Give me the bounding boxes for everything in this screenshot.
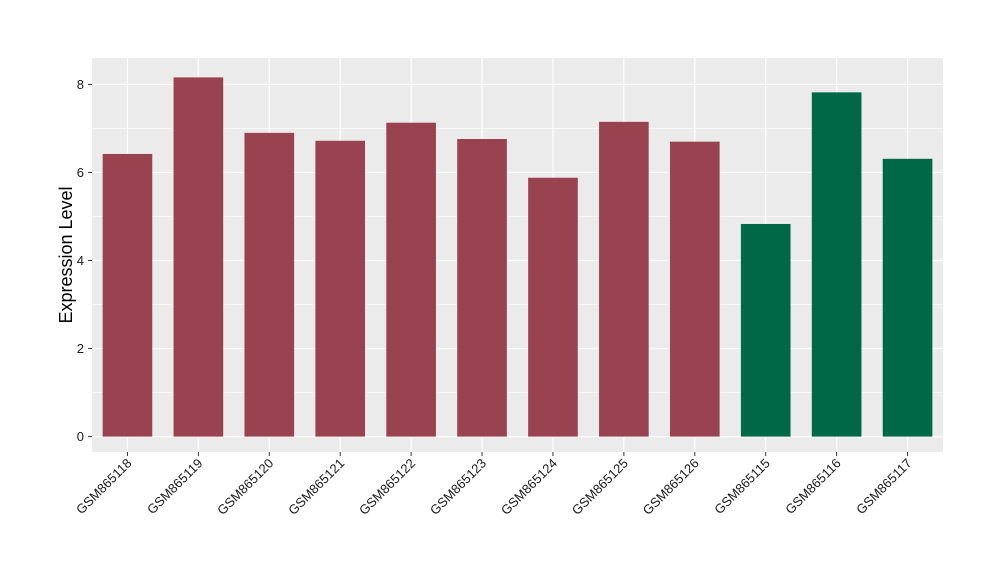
x-axis: GSM865118 GSM865119 GSM865120 GSM865121 GSM8… — [73, 452, 915, 518]
bar-GSM865123 — [457, 139, 507, 437]
y-tick-label: 2 — [77, 341, 84, 356]
bar-GSM865126 — [669, 141, 720, 437]
x-tick-label: GSM865116 — [782, 456, 844, 518]
x-tick-label: GSM865115 — [711, 456, 773, 518]
bar-GSM865120 — [244, 132, 295, 437]
y-tick-label: 6 — [77, 165, 84, 180]
bar-GSM865122 — [386, 122, 436, 437]
x-tick-label: GSM865120 — [214, 456, 276, 518]
bar-GSM865119 — [173, 77, 224, 437]
y-tick-label: 4 — [77, 253, 84, 268]
x-tick-label: GSM865125 — [569, 456, 631, 518]
y-tick-label: 8 — [77, 77, 84, 92]
y-tick-label: 0 — [77, 429, 84, 444]
bar-GSM865121 — [315, 140, 366, 437]
y-axis: 0 2 4 6 8 — [77, 77, 92, 444]
x-tick-label: GSM865121 — [285, 456, 347, 518]
x-tick-label: GSM865122 — [356, 456, 418, 518]
y-axis-title: Expression Level — [56, 186, 76, 323]
x-tick-label: GSM865117 — [853, 456, 915, 518]
plot-panel — [92, 58, 943, 452]
x-tick-label: GSM865123 — [427, 456, 489, 518]
bar-GSM865124 — [528, 177, 578, 437]
bar-GSM865115 — [740, 223, 791, 437]
x-tick-label: GSM865126 — [640, 456, 702, 518]
bar-GSM865118 — [102, 153, 153, 437]
bar-GSM865125 — [599, 121, 649, 437]
x-tick-label: GSM865119 — [144, 456, 206, 518]
bar-GSM865117 — [882, 158, 933, 437]
x-tick-label: GSM865124 — [498, 456, 560, 518]
x-tick-label: GSM865118 — [73, 456, 135, 518]
bar-GSM865116 — [811, 92, 862, 437]
bars — [102, 77, 933, 437]
